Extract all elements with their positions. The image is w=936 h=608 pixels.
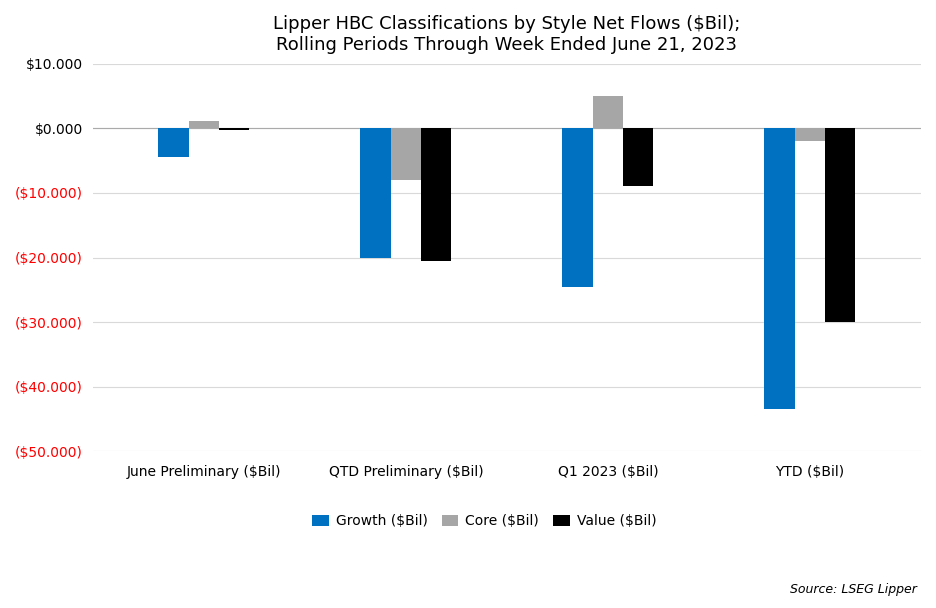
Bar [592, 96, 623, 128]
Bar [623, 128, 653, 187]
Bar [825, 128, 856, 322]
Text: Source: LSEG Lipper: Source: LSEG Lipper [790, 583, 917, 596]
Bar [563, 128, 592, 286]
Bar [189, 120, 219, 128]
Bar [795, 128, 825, 141]
Bar [219, 128, 249, 130]
Bar [360, 128, 390, 258]
Legend: Growth ($Bil), Core ($Bil), Value ($Bil): Growth ($Bil), Core ($Bil), Value ($Bil) [307, 509, 662, 534]
Bar [421, 128, 451, 261]
Bar [390, 128, 421, 180]
Bar [765, 128, 795, 409]
Bar [158, 128, 189, 157]
Title: Lipper HBC Classifications by Style Net Flows ($Bil);
Rolling Periods Through We: Lipper HBC Classifications by Style Net … [273, 15, 740, 54]
